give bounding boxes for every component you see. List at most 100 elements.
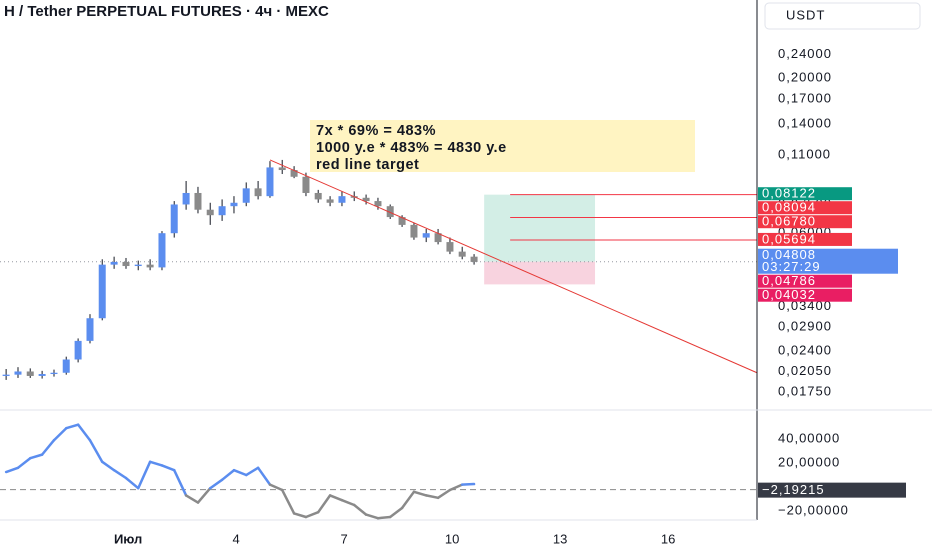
indicator-segment xyxy=(268,483,284,492)
candle-body xyxy=(314,192,322,200)
x-tick-label: 13 xyxy=(553,531,567,546)
indicator-segment xyxy=(400,490,416,510)
price-level-tag xyxy=(758,232,852,246)
y-tick-label: 0,02050 xyxy=(778,363,832,378)
indicator-segment xyxy=(28,453,44,460)
candle-body xyxy=(50,372,58,375)
y-tick-label: 0,11000 xyxy=(778,147,831,162)
indicator-segment xyxy=(64,423,80,430)
indicator-segment xyxy=(376,515,392,520)
y-tick-label: 0,17000 xyxy=(778,91,832,106)
price-level-label: 0,08122 xyxy=(762,186,816,201)
indicator-segment xyxy=(328,494,344,502)
price-level-tag xyxy=(758,215,852,229)
candle-body xyxy=(14,371,22,375)
y-tick-label: 0,24000 xyxy=(778,46,832,61)
y-tick-label: 0,14000 xyxy=(778,116,832,131)
loss-zone xyxy=(484,261,596,285)
indicator-segment xyxy=(292,512,308,519)
candle-body xyxy=(242,188,250,203)
candle-body xyxy=(398,217,406,225)
candle-body xyxy=(98,264,106,319)
indicator-segment xyxy=(304,510,320,519)
annotation-text: 7x * 69% = 483% xyxy=(316,123,436,139)
candle-body xyxy=(410,224,418,238)
candle-body xyxy=(134,264,142,267)
indicator-segment xyxy=(424,494,440,500)
candle-body xyxy=(182,192,190,205)
price-level-tag xyxy=(758,187,852,201)
candle-body xyxy=(458,251,466,257)
indicator-value-label: −2,19215 xyxy=(762,482,825,497)
x-tick-label: Июл xyxy=(114,531,142,546)
indicator-segment xyxy=(352,503,368,516)
candle-body xyxy=(290,170,298,177)
candle-body xyxy=(74,340,82,360)
currency-button[interactable] xyxy=(764,2,921,30)
candle-body xyxy=(158,233,166,268)
price-level-label: 0,04808 xyxy=(762,247,816,262)
indicator-segment xyxy=(196,486,212,504)
candle-body xyxy=(38,374,46,376)
candle-body xyxy=(26,371,34,376)
candle-body xyxy=(422,233,430,238)
indicator-segment xyxy=(364,513,380,520)
candle-body xyxy=(230,202,238,207)
profit-zone xyxy=(484,194,596,262)
indicator-segment xyxy=(88,438,104,464)
annotation-text: 1000 у.е * 483% = 4830 у.е xyxy=(316,140,507,156)
price-level-label: 0,04786 xyxy=(762,273,816,288)
price-level-tag xyxy=(758,274,852,288)
candle-body xyxy=(170,204,178,234)
price-level-label: 0,06780 xyxy=(762,214,816,229)
indicator-segment xyxy=(112,468,128,480)
indicator-segment xyxy=(280,488,296,515)
candle-body xyxy=(62,359,70,373)
indicator-segment xyxy=(244,466,260,477)
indicator-segment xyxy=(148,460,164,467)
price-level-label: 0,04032 xyxy=(762,287,816,302)
y-tick-label: 0,01750 xyxy=(778,383,832,398)
candle-body xyxy=(446,242,454,252)
indicator-segment xyxy=(100,460,116,472)
candle-body xyxy=(254,188,262,197)
indicator-segment xyxy=(124,476,140,490)
x-tick-label: 16 xyxy=(661,531,675,546)
indicator-segment xyxy=(256,466,272,486)
candle-body xyxy=(146,264,154,268)
candle-body xyxy=(218,206,226,216)
trend-line xyxy=(269,159,758,374)
indicator-segment xyxy=(184,494,200,504)
indicator-segment xyxy=(460,482,476,486)
candle-body xyxy=(362,197,370,202)
indicator-segment xyxy=(16,456,32,470)
x-tick-label: 10 xyxy=(445,531,459,546)
candle-body xyxy=(374,201,382,207)
candle-body xyxy=(122,261,130,267)
candle-body xyxy=(278,167,286,171)
indicator-segment xyxy=(316,494,332,514)
currency-label[interactable]: USDT xyxy=(786,7,825,22)
price-level-tag xyxy=(758,248,898,274)
price-level-label: 0,08094 xyxy=(762,200,816,215)
indicator-segment xyxy=(220,468,236,482)
candle-body xyxy=(206,209,214,216)
x-tick-label: 7 xyxy=(341,531,348,546)
indicator-tick-label: −20,00000 xyxy=(778,502,849,517)
y-tick-label: 0,02400 xyxy=(778,343,832,358)
candle-body xyxy=(434,233,442,243)
indicator-segment xyxy=(172,468,188,497)
indicator-segment xyxy=(448,483,464,492)
candle-body xyxy=(326,199,334,203)
indicator-segment xyxy=(232,468,248,477)
price-level-tag xyxy=(758,201,852,215)
indicator-segment xyxy=(340,498,356,507)
candle-body xyxy=(194,192,202,210)
annotation-box xyxy=(310,120,695,172)
candle-body xyxy=(110,261,118,265)
candle-body xyxy=(470,256,478,262)
countdown-label: 03:27:29 xyxy=(762,259,821,274)
indicator-segment xyxy=(4,466,20,474)
price-level-tag xyxy=(758,288,852,302)
